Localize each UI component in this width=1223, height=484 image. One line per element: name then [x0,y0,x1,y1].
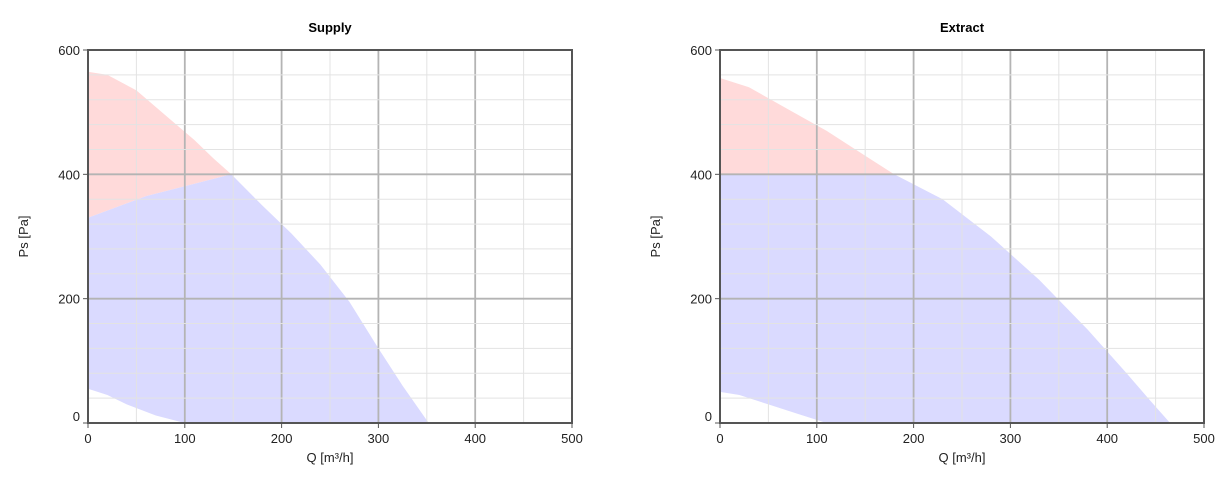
extract-y-axis-label: Ps [Pa] [648,216,663,258]
extract-x-tick-label: 0 [716,431,723,446]
extract-chart: Extract 0 100 200 300 400 500 0 200 400 600 Q [m³/h… [632,0,1223,484]
supply-y-tick-label: 0 [73,409,80,424]
supply-x-tick-label: 0 [84,431,91,446]
supply-x-tick-label: 400 [464,431,486,446]
extract-y-tick-label: 200 [690,292,712,307]
extract-chart-svg: Extract 0 100 200 300 400 500 0 200 400 600 Q [m³/h… [648,20,1215,465]
supply-x-tick-label: 500 [561,431,583,446]
extract-y-tick-label: 600 [690,43,712,58]
extract-frame [719,49,1205,424]
supply-y-axis-label: Ps [Pa] [16,216,31,258]
supply-x-tick-label: 300 [368,431,390,446]
supply-y-tick-label: 600 [58,43,80,58]
extract-y-tick-label: 0 [705,409,712,424]
extract-x-tick-label: 400 [1096,431,1118,446]
supply-y-tick-label: 200 [58,292,80,307]
supply-y-tick-label: 400 [58,167,80,182]
extract-x-tick-label: 500 [1193,431,1215,446]
extract-y-tick-label: 400 [690,167,712,182]
extract-title: Extract [940,20,985,35]
supply-area-0 [88,71,232,218]
extract-x-axis-label: Q [m³/h] [939,450,986,465]
extract-x-tick-label: 200 [903,431,925,446]
extract-x-tick-label: 100 [806,431,828,446]
supply-frame [87,49,573,424]
extract-area-0 [720,78,895,175]
supply-title: Supply [308,20,352,35]
supply-chart: Supply 0 100 200 300 400 500 0 200 400 600 Q [m³/h]… [16,20,583,465]
supply-x-tick-label: 200 [271,431,293,446]
supply-chart-svg: Supply 0 100 200 300 400 500 0 200 400 600 Q [m³/h]… [16,20,583,465]
extract-x-tick-label: 300 [1000,431,1022,446]
supply-x-axis-label: Q [m³/h] [307,450,354,465]
supply-x-tick-label: 100 [174,431,196,446]
